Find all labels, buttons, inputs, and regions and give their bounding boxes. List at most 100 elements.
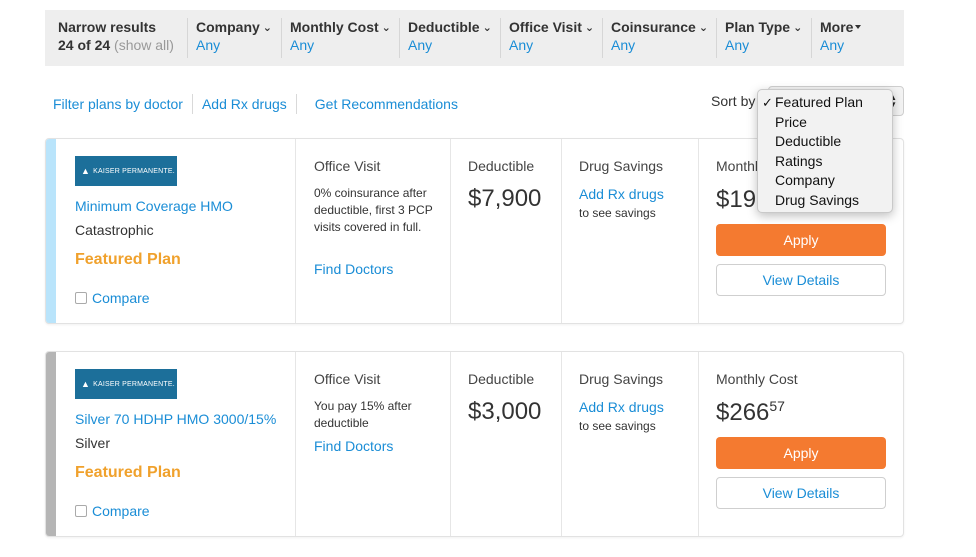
- monthly-cost-dollars: $266: [716, 399, 770, 426]
- column-divider: [698, 139, 699, 323]
- filter-company[interactable]: Company ⌄ Any: [187, 18, 281, 58]
- filter-deductible-label: Deductible: [408, 19, 480, 35]
- plan-card: ▲ KAISER PERMANENTE. Minimum Coverage HMO…: [45, 138, 904, 324]
- narrow-results-label: Narrow results: [58, 19, 157, 35]
- sort-option-drug-savings[interactable]: Drug Savings: [775, 191, 860, 208]
- get-recommendations-link[interactable]: Get Recommendations: [314, 96, 458, 112]
- caret-down-icon: [855, 25, 862, 29]
- plan-card: ▲ KAISER PERMANENTE. Silver 70 HDHP HMO 3…: [45, 351, 904, 537]
- apply-button[interactable]: Apply: [716, 224, 886, 256]
- divider: [295, 94, 297, 114]
- filter-more[interactable]: More Any: [811, 18, 881, 58]
- plan-accent-bar: [46, 139, 56, 323]
- filter-office-visit-label: Office Visit: [509, 19, 582, 35]
- monthly-cost-value: $26657: [716, 398, 785, 427]
- column-divider: [295, 139, 296, 323]
- view-details-button[interactable]: View Details: [716, 477, 886, 509]
- column-divider: [450, 352, 451, 536]
- add-rx-drugs-link[interactable]: Add Rx drugs: [579, 186, 664, 202]
- add-rx-drugs-link[interactable]: Add Rx drugs: [579, 399, 664, 415]
- sort-option-price[interactable]: Price: [775, 113, 807, 130]
- drug-savings-text: to see savings: [579, 206, 656, 220]
- select-arrows-icon: ▲ ▼: [889, 93, 897, 109]
- plan-accent-bar: [46, 352, 56, 536]
- apply-button[interactable]: Apply: [716, 437, 886, 469]
- kaiser-logo-icon: ▲: [81, 166, 91, 176]
- monthly-cost-cents: 57: [769, 398, 785, 414]
- filter-deductible[interactable]: Deductible ⌄ Any: [399, 18, 500, 58]
- filter-office-visit[interactable]: Office Visit ⌄ Any: [500, 18, 602, 58]
- filter-company-value: Any: [196, 37, 221, 53]
- plan-name-link[interactable]: Minimum Coverage HMO: [75, 198, 233, 214]
- monthly-cost-dollars: $19: [716, 186, 757, 213]
- filter-monthly-cost-value: Any: [290, 37, 315, 53]
- narrow-results: Narrow results 24 of 24 (show all): [45, 10, 187, 66]
- featured-plan-label: Featured Plan: [75, 251, 181, 268]
- office-visit-title: Office Visit: [314, 371, 381, 387]
- monthly-cost-value: $19: [716, 185, 756, 214]
- compare-label: Compare: [92, 290, 150, 306]
- sort-option-deductible[interactable]: Deductible: [775, 133, 842, 149]
- checkbox-icon: [75, 292, 87, 304]
- chevron-down-icon: ⌄: [262, 22, 273, 34]
- filter-monthly-cost[interactable]: Monthly Cost ⌄ Any: [281, 18, 399, 58]
- filter-coinsurance-label: Coinsurance: [611, 19, 696, 35]
- deductible-value: $7,900: [468, 185, 542, 212]
- deductible-title: Deductible: [468, 371, 535, 387]
- sort-dropdown-menu: ✓ Featured Plan Price Deductible Ratings …: [757, 89, 893, 213]
- find-doctors-link[interactable]: Find Doctors: [314, 261, 394, 277]
- column-divider: [450, 139, 451, 323]
- column-divider: [295, 352, 296, 536]
- metal-level: Catastrophic: [75, 222, 154, 238]
- monthly-cost-title: Monthly Cost: [716, 371, 798, 387]
- filter-coinsurance-value: Any: [611, 37, 636, 53]
- view-details-button[interactable]: View Details: [716, 264, 886, 296]
- office-visit-text: You pay 15% after deductible: [314, 399, 412, 430]
- carrier-logo-text: KAISER PERMANENTE.: [93, 167, 175, 175]
- filter-office-visit-value: Any: [509, 37, 534, 53]
- filter-more-label: More: [820, 19, 854, 35]
- plan-tools-links: Filter plans by doctor Add Rx drugs Get …: [53, 94, 458, 114]
- column-divider: [698, 352, 699, 536]
- carrier-logo: ▲ KAISER PERMANENTE.: [75, 369, 177, 399]
- carrier-logo-text: KAISER PERMANENTE.: [93, 380, 175, 388]
- office-visit-title: Office Visit: [314, 158, 381, 174]
- sort-option-featured-plan[interactable]: ✓ Featured Plan: [758, 93, 892, 113]
- checkmark-icon: ✓: [762, 95, 773, 110]
- carrier-logo: ▲ KAISER PERMANENTE.: [75, 156, 177, 186]
- result-count-value: 24 of 24: [58, 37, 111, 53]
- featured-plan-label: Featured Plan: [75, 464, 181, 481]
- filter-plan-type-label: Plan Type: [725, 19, 791, 35]
- deductible-title: Deductible: [468, 158, 535, 174]
- filter-by-doctor-link[interactable]: Filter plans by doctor: [53, 96, 183, 112]
- chevron-down-icon: ⌄: [698, 22, 709, 34]
- plan-name-link[interactable]: Silver 70 HDHP HMO 3000/15%: [75, 411, 277, 427]
- kaiser-logo-icon: ▲: [81, 379, 91, 389]
- compare-checkbox[interactable]: Compare: [75, 290, 150, 306]
- drug-savings-title: Drug Savings: [579, 158, 664, 174]
- chevron-down-icon: ⌄: [584, 22, 595, 34]
- filter-company-label: Company: [196, 19, 260, 35]
- sort-by-label: Sort by: [711, 93, 756, 109]
- monthly-cost-title: Monthl: [716, 158, 759, 174]
- column-divider: [561, 352, 562, 536]
- office-visit-text: 0% coinsurance after deductible, first 3…: [314, 186, 433, 234]
- filter-coinsurance[interactable]: Coinsurance ⌄ Any: [602, 18, 716, 58]
- compare-checkbox[interactable]: Compare: [75, 503, 150, 519]
- find-doctors-link[interactable]: Find Doctors: [314, 438, 394, 454]
- sort-option-label: Featured Plan: [775, 94, 863, 110]
- result-count: 24 of 24 (show all): [58, 37, 187, 53]
- chevron-down-icon: ⌄: [381, 22, 391, 34]
- filter-plan-type-value: Any: [725, 37, 750, 53]
- compare-label: Compare: [92, 503, 150, 519]
- sort-option-ratings[interactable]: Ratings: [775, 152, 823, 169]
- sort-option-company[interactable]: Company: [775, 172, 835, 188]
- deductible-value: $3,000: [468, 398, 542, 425]
- show-all-link[interactable]: (show all): [114, 37, 174, 53]
- column-divider: [561, 139, 562, 323]
- filter-plan-type[interactable]: Plan Type ⌄ Any: [716, 18, 811, 58]
- filter-bar: Narrow results 24 of 24 (show all) Compa…: [45, 10, 904, 66]
- checkbox-icon: [75, 505, 87, 517]
- add-rx-drugs-link[interactable]: Add Rx drugs: [201, 96, 287, 112]
- metal-level: Silver: [75, 435, 111, 451]
